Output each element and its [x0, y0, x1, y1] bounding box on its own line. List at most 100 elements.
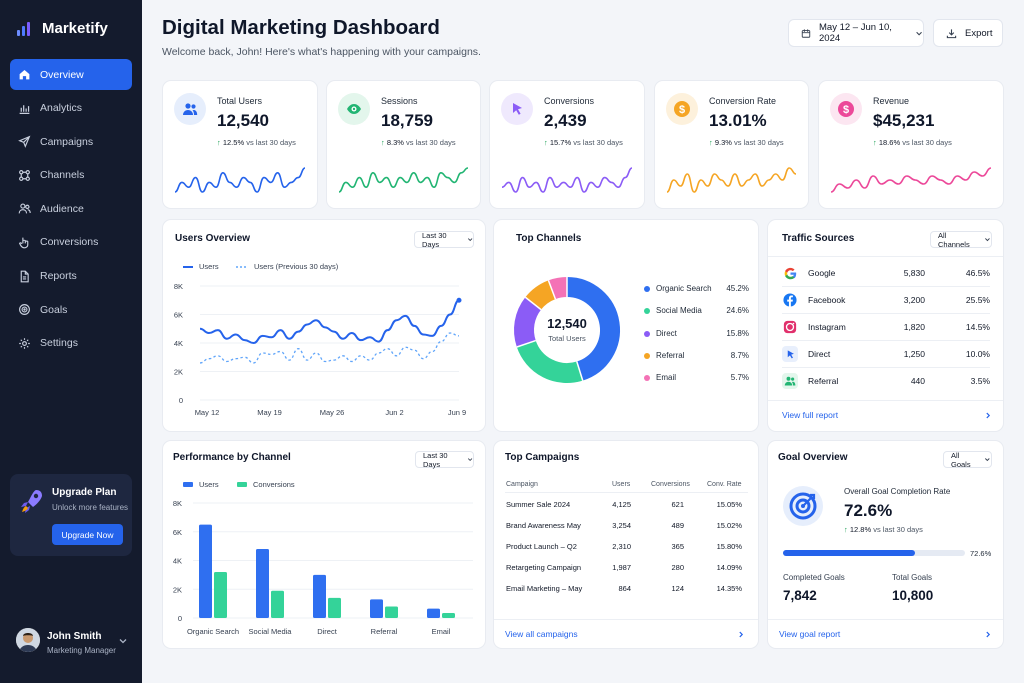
- channel-legend-direct[interactable]: Direct 15.8%: [644, 328, 749, 342]
- chevron-down-icon[interactable]: [118, 636, 128, 646]
- performance-card: Performance by Channel Last 30 Days User…: [163, 441, 485, 648]
- table-row[interactable]: Retargeting Campaign 1,987 280 14.09%: [494, 562, 758, 576]
- sidebar-item-overview[interactable]: Overview: [10, 59, 132, 90]
- traffic-source-name: Facebook: [808, 295, 846, 305]
- traffic-source-row-direct[interactable]: Direct 1,250 10.0%: [782, 344, 990, 364]
- divider: [782, 367, 990, 368]
- sidebar-item-channels[interactable]: Channels: [10, 160, 132, 191]
- goal-filter[interactable]: All Goals: [943, 451, 992, 469]
- performance-filter[interactable]: Last 30 Days: [415, 451, 474, 469]
- export-button[interactable]: Export: [933, 19, 1003, 47]
- top-channels-donut: 12,540 Total Users: [514, 277, 620, 383]
- sidebar-item-conversions[interactable]: Conversions: [10, 227, 132, 258]
- traffic-source-row-facebook[interactable]: Facebook 3,200 25.5%: [782, 290, 990, 310]
- kpi-delta-value: 8.3%: [386, 138, 404, 147]
- campaign-conv-rate: 15.02%: [716, 521, 742, 530]
- kpi-delta: ↑ 12.5% vs last 30 days: [217, 138, 296, 147]
- slice-separator: [547, 280, 557, 300]
- table-row[interactable]: Email Marketing – May 864 124 14.35%: [494, 583, 758, 597]
- total-goals-label: Total Goals: [892, 573, 933, 582]
- channel-legend-organic-search[interactable]: Organic Search 45.2%: [644, 283, 749, 297]
- bar-users-email[interactable]: [427, 608, 440, 618]
- kpi-delta: ↑ 15.7% vs last 30 days: [544, 138, 623, 147]
- users-overview-chart: 0 2K 4K 6K 8K May 12 May 19 May 26 Jun 2 Jun 9: [174, 282, 466, 417]
- top-channels-card: Top Channels 12,540 Total Users Organic …: [494, 220, 758, 431]
- sidebar-item-settings[interactable]: Settings: [10, 328, 132, 359]
- channel-legend-social-media[interactable]: Social Media 24.6%: [644, 305, 749, 319]
- channel-legend-email[interactable]: Email 5.7%: [644, 372, 749, 386]
- series-end-point[interactable]: [456, 297, 462, 303]
- campaign-conversions: 280: [671, 563, 684, 572]
- traffic-sources-card: Traffic Sources All Channels Google 5,83…: [768, 220, 1003, 431]
- bar-conversions-direct[interactable]: [328, 597, 341, 618]
- campaign-name: Product Launch – Q2: [506, 542, 577, 551]
- donut-slice-email[interactable]: [548, 277, 568, 300]
- chevron-right-icon[interactable]: [984, 630, 992, 639]
- view-full-report-link[interactable]: View full report: [782, 410, 839, 420]
- channel-name: Organic Search: [656, 284, 712, 293]
- users-overview-filter[interactable]: Last 30 Days: [414, 231, 474, 249]
- bar-conversions-social-media[interactable]: [271, 590, 284, 618]
- sidebar-item-reports[interactable]: Reports: [10, 261, 132, 292]
- bar-conversions-email[interactable]: [442, 612, 455, 618]
- sidebar-item-analytics[interactable]: Analytics: [10, 93, 132, 124]
- donut-slice-social-media[interactable]: [516, 340, 583, 383]
- kpi-value: $45,231: [873, 111, 935, 130]
- chevron-down-icon: [467, 238, 473, 242]
- kpi-label: Conversions: [544, 96, 595, 106]
- y-tick-label: 0: [179, 396, 183, 405]
- sidebar-item-goals[interactable]: Goals: [10, 294, 132, 325]
- date-range-picker[interactable]: May 12 – Jun 10, 2024: [788, 19, 924, 47]
- table-row[interactable]: Summer Sale 2024 4,125 621 15.05%: [494, 499, 758, 513]
- bar-users-social-media[interactable]: [256, 549, 269, 618]
- channel-legend-referral[interactable]: Referral 8.7%: [644, 350, 749, 364]
- kpi-card-sessions: Sessions 18,759 ↑ 8.3% vs last 30 days: [327, 81, 480, 208]
- sidebar-item-label: Channels: [40, 169, 85, 182]
- traffic-source-row-referral[interactable]: Referral 440 3.5%: [782, 371, 990, 391]
- chevron-right-icon[interactable]: [737, 630, 745, 639]
- table-row[interactable]: Product Launch – Q2 2,310 365 15.80%: [494, 541, 758, 555]
- campaign-conv-rate: 14.09%: [716, 563, 742, 572]
- traffic-source-users: 1,820: [903, 322, 925, 332]
- kpi-value: 13.01%: [709, 111, 767, 130]
- traffic-sources-filter[interactable]: All Channels: [930, 231, 992, 249]
- bar-conversions-organic-search[interactable]: [214, 572, 227, 618]
- donut-slice-organic-search[interactable]: [566, 277, 620, 381]
- view-goal-report-link[interactable]: View goal report: [779, 629, 841, 639]
- arrow-up-icon: ↑: [544, 138, 548, 147]
- campaign-conversions: 124: [671, 584, 684, 593]
- bar-users-referral[interactable]: [370, 599, 383, 618]
- legend-swatch: [644, 330, 650, 337]
- bar-users-direct[interactable]: [313, 574, 326, 618]
- table-row[interactable]: Brand Awareness May 3,254 489 15.02%: [494, 520, 758, 534]
- sidebar-item-audience[interactable]: Audience: [10, 193, 132, 224]
- sidebar-item-campaigns[interactable]: Campaigns: [10, 126, 132, 157]
- table-header-conversions: Conversions: [651, 481, 690, 488]
- campaign-name: Retargeting Campaign: [506, 563, 582, 572]
- campaign-users: 4,125: [612, 500, 631, 509]
- y-tick-label: 0: [178, 614, 182, 623]
- upgrade-now-button[interactable]: Upgrade Now: [52, 524, 123, 545]
- divider: [768, 256, 1003, 257]
- user-profile[interactable]: John Smith Marketing Manager: [16, 628, 132, 660]
- kpi-value: 18,759: [381, 111, 433, 130]
- arrow-up-icon: ↑: [381, 138, 385, 147]
- target-icon: [19, 304, 30, 316]
- goal-completion-label: Overall Goal Completion Rate: [844, 487, 951, 496]
- traffic-source-row-instagram[interactable]: Instagram 1,820 14.5%: [782, 317, 990, 337]
- campaign-users: 1,987: [612, 563, 631, 572]
- brand[interactable]: Marketify: [16, 20, 108, 37]
- view-all-campaigns-link[interactable]: View all campaigns: [505, 629, 578, 639]
- bar-users-organic-search[interactable]: [199, 524, 212, 618]
- donut-slice-direct[interactable]: [514, 297, 542, 348]
- traffic-source-row-google[interactable]: Google 5,830 46.5%: [782, 263, 990, 283]
- channel-name: Direct: [656, 328, 677, 338]
- bar-conversions-referral[interactable]: [385, 606, 398, 619]
- table-header-users: Users: [612, 481, 631, 488]
- donut-slice-referral[interactable]: [525, 280, 556, 311]
- chevron-right-icon[interactable]: [984, 411, 992, 420]
- download-icon: [946, 28, 957, 38]
- kpi-delta-value: 18.6%: [878, 138, 901, 147]
- traffic-source-users: 5,830: [903, 268, 925, 278]
- sidebar-item-label: Goals: [40, 303, 68, 316]
